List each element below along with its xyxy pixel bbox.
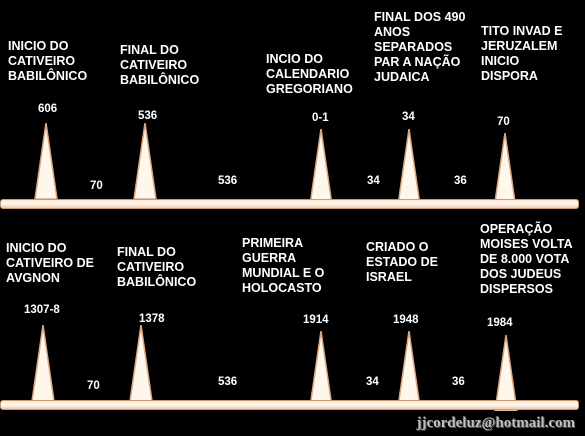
interval-label: 536 xyxy=(218,376,238,388)
event-year: 70 xyxy=(497,116,510,128)
event-marker xyxy=(396,331,422,407)
event-year: 1948 xyxy=(393,314,419,326)
event-marker xyxy=(493,335,519,411)
event-label: INICIO DO CATIVEIRO DE AVGNON xyxy=(6,241,94,285)
interval-label: 70 xyxy=(90,180,103,192)
interval-label: 36 xyxy=(452,376,465,388)
event-label: TITO INVAD E JERUZALEM INICIO DISPORA xyxy=(481,24,563,83)
event-marker xyxy=(396,129,422,205)
timeline-bar-top xyxy=(0,199,579,209)
event-marker xyxy=(492,133,518,209)
author-credit: jjcordeluz@hotmail.com xyxy=(416,415,576,431)
event-label: FINAL DO CATIVEIRO BABILÔNICO xyxy=(120,43,200,87)
event-label: FINAL DOS 490 ANOS SEPARADOS PAR A NAÇÃO… xyxy=(374,10,466,84)
event-label: FINAL DO CATIVEIRO BABILÔNICO xyxy=(117,245,197,289)
event-marker xyxy=(308,129,334,205)
event-label: CRIADO O ESTADO DE ISRAEL xyxy=(366,240,438,284)
event-year: 1984 xyxy=(487,317,513,329)
event-label: INCIO DO CALENDARIO GREGORIANO xyxy=(266,52,353,96)
event-year: 536 xyxy=(138,110,158,122)
interval-label: 36 xyxy=(454,175,467,187)
event-year: 0-1 xyxy=(312,112,329,124)
event-marker xyxy=(33,123,59,199)
event-label: INICIO DO CATIVEIRO BABILÔNICO xyxy=(8,39,88,83)
event-marker xyxy=(132,123,158,199)
event-marker xyxy=(308,331,334,407)
timeline-bar-bottom xyxy=(0,400,579,410)
event-marker xyxy=(30,325,56,401)
event-label: OPERAÇÃO MOISES VOLTA DE 8.000 VOTA DOS … xyxy=(480,222,573,296)
event-year: 1307-8 xyxy=(24,304,60,316)
event-year: 606 xyxy=(38,103,58,115)
event-label: PRIMEIRA GUERRA MUNDIAL E O HOLOCASTO xyxy=(242,236,325,295)
event-marker xyxy=(128,325,154,401)
interval-label: 536 xyxy=(218,175,238,187)
event-year: 34 xyxy=(402,111,415,123)
interval-label: 34 xyxy=(366,376,379,388)
interval-label: 70 xyxy=(87,380,100,392)
event-year: 1378 xyxy=(139,313,165,325)
event-year: 1914 xyxy=(303,314,329,326)
interval-label: 34 xyxy=(367,175,380,187)
